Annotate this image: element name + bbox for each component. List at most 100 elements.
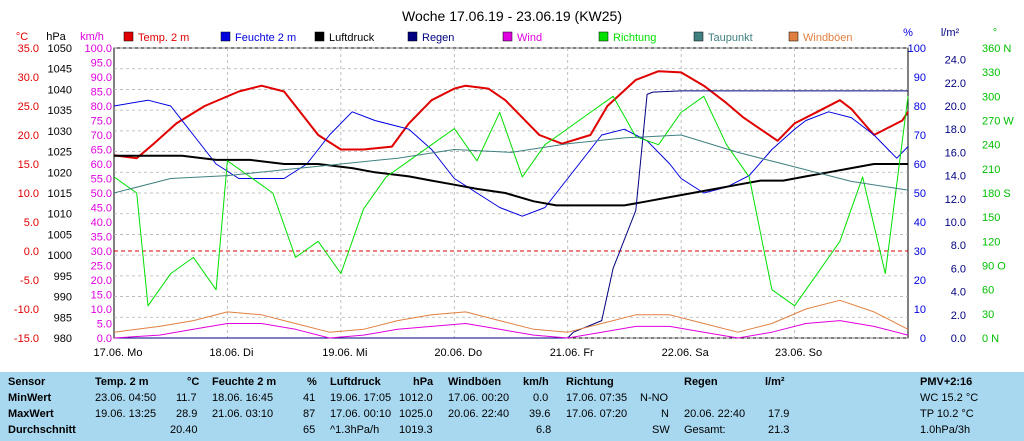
tick-label-wind: 30.0	[91, 246, 112, 258]
stats-header-sensor: Sensor	[8, 376, 46, 388]
tick-label-temp: 15.0	[18, 159, 39, 171]
tick-label-direction: 270 W	[982, 116, 1014, 128]
tick-label-humidity: 0	[920, 333, 926, 345]
tick-label-wind: 85.0	[91, 87, 112, 99]
legend-label: Luftdruck	[329, 32, 375, 44]
tick-label-wind: 20.0	[91, 275, 112, 287]
tick-label-pressure: 1045	[48, 64, 72, 76]
legend-swatch	[788, 31, 799, 42]
tick-label-temp: 25.0	[18, 101, 39, 113]
tick-label-direction: 0 N	[982, 333, 999, 345]
tick-label-x: 21.06. Fr	[550, 347, 594, 359]
tick-label-direction: 330	[982, 67, 1000, 79]
tick-label-humidity: 30	[914, 246, 926, 258]
stats-row-label: MaxWert	[8, 408, 54, 420]
tick-label-pressure: 985	[54, 312, 72, 324]
tick-label-pressure: 1010	[48, 209, 72, 221]
legend-swatch	[502, 31, 513, 42]
tick-label-wind: 5.0	[97, 319, 112, 331]
tick-label-temp: -10.0	[14, 304, 39, 316]
stats-header-windboeen-unit: km/h	[523, 376, 549, 388]
stats-regen-time: Gesamt:	[684, 424, 726, 436]
tick-label-humidity: 60	[914, 159, 926, 171]
tick-label-x: 17.06. Mo	[94, 347, 143, 359]
tick-label-pressure: 995	[54, 271, 72, 283]
tick-label-wind: 65.0	[91, 145, 112, 157]
legend-label: Regen	[422, 32, 454, 44]
tick-label-pressure: 1030	[48, 126, 72, 138]
stats-regen-time: 20.06. 22:40	[684, 408, 746, 420]
tick-label-temp: -15.0	[14, 333, 39, 345]
stats-richt-value: SW	[652, 424, 670, 436]
tick-label-wind: 25.0	[91, 261, 112, 273]
stats-header-luftdruck-unit: hPa	[413, 376, 434, 388]
tick-label-wind: 40.0	[91, 217, 112, 229]
stats-header-luftdruck: Luftdruck	[330, 376, 381, 388]
axis-unit-rain: l/m²	[941, 27, 960, 39]
stats-temp-time: 23.06. 04:50	[95, 392, 157, 404]
tick-label-humidity: 100	[908, 43, 926, 55]
tick-label-wind: 35.0	[91, 232, 112, 244]
stats-luft-time: 19.06. 17:05	[330, 392, 392, 404]
legend-label: Temp. 2 m	[138, 32, 189, 44]
series-line	[113, 134, 909, 194]
tick-label-x: 20.06. Do	[434, 347, 482, 359]
legend-label: Richtung	[613, 32, 656, 44]
tick-label-wind: 75.0	[91, 116, 112, 128]
stats-feuchte-value: 41	[303, 392, 316, 404]
tick-label-direction: 90 O	[982, 261, 1006, 273]
stats-header-temp-unit: °C	[187, 376, 200, 388]
tick-label-wind: 0.0	[97, 333, 112, 345]
legend-swatch	[220, 31, 231, 42]
tick-label-x: 22.06. Sa	[662, 347, 710, 359]
stats-header-richtung: Richtung	[566, 376, 614, 388]
stats-table: Sensor Temp. 2 m °C Feuchte 2 m % Luftdr…	[0, 372, 1024, 441]
legend-label: Feuchte 2 m	[235, 32, 296, 44]
stats-luft-value: 1025.0	[399, 408, 433, 420]
stats-regen-value: 21.3	[768, 424, 790, 436]
stats-temp-value: 11.7	[176, 392, 197, 404]
stats-right-info: 1.0hPa/3h	[920, 424, 971, 436]
stats-header-regen: Regen	[684, 376, 718, 388]
tick-label-temp: -5.0	[20, 275, 39, 287]
tick-label-wind: 45.0	[91, 203, 112, 215]
tick-label-direction: 120	[982, 236, 1000, 248]
stats-richt-time: 17.06. 07:20	[566, 408, 628, 420]
tick-label-wind: 15.0	[91, 290, 112, 302]
tick-label-temp: 0.0	[24, 246, 39, 258]
tick-label-humidity: 70	[914, 130, 926, 142]
axis-unit-temp: °C	[16, 31, 28, 43]
tick-label-temp: 10.0	[18, 188, 39, 200]
tick-label-humidity: 80	[914, 101, 926, 113]
tick-label-rain: 14.0	[945, 171, 966, 183]
tick-label-direction: 240	[982, 140, 1000, 152]
tick-label-pressure: 1000	[48, 250, 72, 262]
stats-row-label: Durchschnitt	[8, 424, 76, 436]
legend-swatch	[598, 31, 609, 42]
stats-header-regen-unit: l/m²	[765, 376, 785, 388]
tick-label-pressure: 1025	[48, 147, 72, 159]
stats-feuchte-value: 87	[303, 408, 316, 420]
tick-label-direction: 30	[982, 309, 994, 321]
tick-label-direction: 210	[982, 164, 1000, 176]
tick-label-rain: 10.0	[945, 217, 966, 229]
tick-label-temp: 35.0	[18, 43, 39, 55]
tick-label-humidity: 10	[914, 304, 926, 316]
tick-label-rain: 24.0	[945, 55, 966, 67]
chart-title: Woche 17.06.19 - 23.06.19 (KW25)	[402, 8, 622, 24]
axis-unit-kmh: km/h	[80, 31, 104, 43]
series-line	[114, 154, 908, 207]
weather-chart: Woche 17.06.19 - 23.06.19 (KW25) °C hPa km/…	[13, 8, 1015, 359]
stats-temp-time: 19.06. 13:25	[95, 408, 157, 420]
tick-label-direction: 60	[982, 285, 994, 297]
stats-row-label: MinWert	[8, 392, 52, 404]
tick-label-rain: 8.0	[951, 240, 966, 252]
tick-label-wind: 10.0	[91, 304, 112, 316]
tick-label-temp: 20.0	[18, 130, 39, 142]
tick-label-direction: 150	[982, 212, 1000, 224]
legend-swatch	[693, 31, 704, 42]
stats-temp-value: 28.9	[176, 408, 198, 420]
series-line	[113, 70, 909, 160]
tick-label-rain: 12.0	[945, 194, 966, 206]
